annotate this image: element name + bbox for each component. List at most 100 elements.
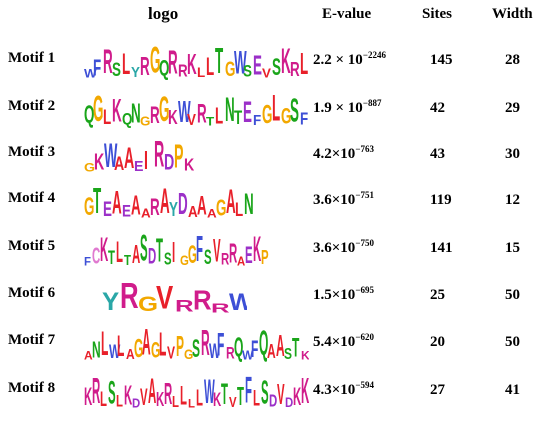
logo-letter: G (93, 90, 104, 128)
logo-letter: F (244, 371, 252, 410)
sites-cell: 145 (430, 52, 453, 68)
logo-letter: F (217, 328, 225, 362)
logo-letter: A (84, 349, 93, 362)
evalue-base: 4.2×10 (313, 146, 356, 162)
logo-letter: I (144, 146, 148, 174)
logo-letter: A (112, 186, 122, 220)
logo-letter: S (140, 229, 148, 268)
logo-letter: G (133, 334, 144, 362)
evalue-exponent: −751 (355, 190, 374, 200)
logo-letter: G (188, 241, 198, 268)
motif-label: Motif 7 (8, 332, 56, 348)
logo-letter: A (206, 207, 217, 220)
logo-letter: R (150, 194, 160, 220)
logo-letter: V (228, 394, 237, 410)
logo-letter: W (208, 339, 221, 362)
evalue-cell: 4.2×10−763 (313, 145, 374, 163)
logo-letter: S (112, 60, 122, 80)
logo-letter: E (102, 197, 112, 220)
logo-letter: G (138, 292, 159, 315)
logo-letter: T (205, 115, 215, 128)
width-cell: 29 (505, 100, 520, 116)
width-cell: 50 (505, 287, 520, 303)
header-sites: Sites (422, 6, 452, 22)
evalue-exponent: −750 (355, 238, 374, 248)
logo-letter: P (174, 139, 184, 174)
width-cell: 50 (505, 334, 520, 350)
logo-letter: W (104, 138, 118, 174)
logo-letter: S (290, 93, 300, 128)
logo-letter: R (228, 238, 237, 268)
logo-letter: R (177, 61, 188, 80)
logo-letter: T (93, 182, 102, 220)
sites-cell: 20 (430, 334, 445, 350)
logo-letter: A (236, 254, 245, 268)
logo-letter: R (225, 344, 235, 362)
logo-letter: W (177, 95, 191, 128)
evalue-cell: 2.2 × 10−2246 (313, 51, 386, 69)
logo-letter: Y (168, 199, 178, 220)
logo-letter: R (210, 301, 230, 315)
logo-letter: L (158, 327, 167, 362)
motif-row: Motif 1 W F R S L Y R G Q R R K L L T G W S E V S K R L 2.2 × 10−… (0, 40, 550, 84)
logo-letter: A (140, 206, 151, 220)
logo-letter: S (192, 335, 201, 362)
evalue-exponent: −594 (355, 380, 374, 390)
evalue-base: 2.2 × 10 (313, 52, 363, 68)
logo-letter: L (100, 326, 108, 362)
motif-label: Motif 4 (8, 190, 56, 206)
logo-letter: L (121, 48, 130, 80)
logo-letter: G (262, 100, 273, 128)
motif-label: Motif 5 (8, 238, 56, 254)
logo-letter: F (299, 109, 308, 128)
logo-letter: A (267, 341, 276, 362)
logo-letter: S (108, 376, 116, 410)
evalue-cell: 4.3×10−594 (313, 380, 374, 399)
sites-cell: 42 (430, 100, 445, 116)
logo-letter: A (159, 183, 170, 220)
logo-letter: V (167, 343, 176, 362)
logo-letter: L (116, 236, 124, 268)
width-cell: 30 (505, 146, 520, 162)
logo-letter: R (168, 45, 179, 80)
logo-letter: G (216, 195, 227, 220)
logo-letter: S (164, 249, 172, 268)
logo-letter: K (84, 383, 93, 410)
logo-letter: D (148, 244, 157, 268)
logo-letter: F (93, 55, 102, 80)
evalue-exponent: −620 (355, 332, 374, 342)
logo-letter: F (250, 336, 258, 362)
logo-letter: E (252, 50, 262, 80)
logo-letter: E (134, 158, 144, 174)
logo-letter: Q (159, 56, 170, 80)
evalue-base: 1.5×10 (313, 287, 356, 303)
logo-letter: K (280, 43, 291, 80)
logo-letter: G (140, 114, 151, 128)
evalue-exponent: −887 (362, 98, 382, 108)
motif-row: Motif 8 K R L S L K D V A K R L L L L W K T V T F L S D V D K K 4.3×1… (0, 370, 550, 414)
logo-letter: T (236, 382, 244, 410)
logo-letter: I (172, 237, 176, 268)
logo-letter: R (120, 277, 139, 315)
logo-letter: W (84, 67, 97, 80)
logo-letter: T (156, 233, 164, 268)
evalue-base: 1.9 × 10 (313, 100, 363, 116)
evalue-exponent: −695 (355, 285, 374, 295)
evalue-base: 5.4×10 (313, 334, 356, 350)
logo-letter: W (242, 348, 254, 362)
logo-letter: L (299, 47, 308, 80)
logo-letter: T (220, 378, 228, 410)
logo-letter: D (178, 187, 189, 220)
header-logo: logo (148, 4, 179, 23)
motif-row: Motif 4 G T E A E A A R A Y D A A A G A L N 3.6×10−751 119 12 (0, 180, 550, 224)
logo-letter: R (196, 99, 207, 128)
logo-letter: W (204, 374, 216, 410)
logo-letter: R (220, 250, 229, 268)
logo-letter: L (196, 65, 205, 80)
logo-letter: Y (130, 64, 140, 80)
logo-letter: V (212, 234, 221, 268)
logo-letter: N (244, 188, 254, 220)
